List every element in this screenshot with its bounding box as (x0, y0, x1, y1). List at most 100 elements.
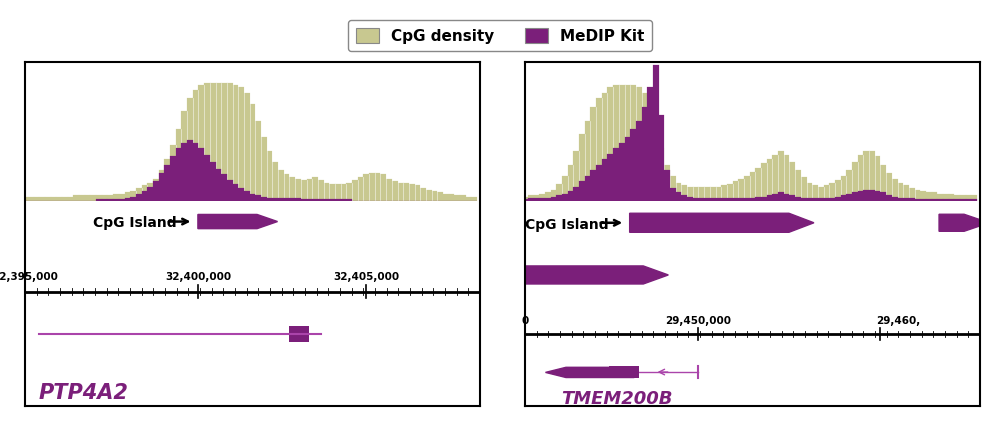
Bar (937, 199, 943, 201)
Bar (153, 178, 159, 201)
Bar (221, 83, 227, 201)
FancyArrow shape (525, 266, 668, 284)
Bar (841, 195, 846, 201)
Bar (398, 183, 403, 201)
Text: TMEM200B: TMEM200B (561, 390, 673, 408)
Bar (636, 87, 642, 201)
Bar (960, 195, 966, 201)
Bar (107, 195, 113, 201)
Text: 0: 0 (521, 316, 529, 326)
Bar (704, 187, 710, 201)
Bar (341, 184, 346, 201)
Bar (409, 184, 415, 201)
Bar (147, 187, 153, 201)
Bar (562, 194, 568, 201)
Bar (590, 170, 596, 201)
Bar (835, 180, 841, 201)
Bar (278, 198, 284, 201)
Bar (437, 192, 443, 201)
Bar (625, 85, 630, 201)
Bar (534, 198, 539, 201)
Bar (415, 186, 420, 201)
Bar (545, 192, 551, 201)
Bar (596, 99, 602, 201)
Bar (181, 111, 187, 201)
Bar (210, 83, 216, 201)
Bar (261, 197, 267, 201)
Bar (721, 198, 727, 201)
Bar (56, 197, 62, 201)
Bar (272, 198, 278, 201)
Bar (130, 197, 136, 201)
Bar (136, 194, 142, 201)
Bar (772, 194, 778, 201)
Bar (932, 192, 937, 201)
Bar (142, 191, 147, 201)
Bar (653, 129, 659, 201)
Bar (119, 194, 125, 201)
Bar (341, 199, 346, 201)
FancyArrow shape (198, 215, 278, 229)
Bar (716, 198, 721, 201)
Bar (812, 198, 818, 201)
Bar (113, 194, 119, 201)
Bar (204, 83, 210, 201)
Bar (954, 195, 960, 201)
Bar (943, 194, 949, 201)
Bar (789, 162, 795, 201)
Bar (284, 174, 289, 201)
Bar (255, 195, 261, 201)
Bar (585, 176, 590, 201)
Bar (738, 198, 744, 201)
Bar (107, 199, 113, 201)
Bar (909, 198, 915, 201)
Bar (915, 190, 920, 201)
Bar (528, 195, 534, 201)
Bar (545, 198, 551, 201)
Bar (858, 155, 863, 201)
Bar (244, 93, 250, 201)
Bar (244, 191, 250, 201)
Bar (284, 198, 289, 201)
Bar (807, 198, 812, 201)
Bar (949, 199, 954, 201)
Bar (807, 183, 812, 201)
Bar (778, 192, 784, 201)
Bar (841, 176, 846, 201)
Bar (898, 198, 903, 201)
Text: 29,460,: 29,460, (876, 316, 920, 326)
Bar (721, 186, 727, 201)
Bar (818, 187, 824, 201)
Bar (96, 195, 102, 201)
Bar (698, 198, 704, 201)
Bar (954, 199, 960, 201)
Bar (142, 186, 147, 201)
Bar (335, 199, 341, 201)
Bar (937, 194, 943, 201)
Bar (750, 198, 755, 201)
Bar (795, 197, 801, 201)
Bar (522, 199, 528, 201)
Bar (45, 197, 51, 201)
Bar (647, 107, 653, 201)
Bar (579, 182, 585, 201)
Bar (539, 198, 545, 201)
Bar (778, 151, 784, 201)
Bar (602, 159, 607, 201)
Bar (335, 184, 341, 201)
Bar (681, 186, 687, 201)
Bar (147, 183, 153, 201)
Bar (858, 191, 863, 201)
Bar (846, 170, 852, 201)
Bar (403, 183, 409, 201)
Bar (176, 129, 181, 201)
Bar (744, 176, 750, 201)
Bar (522, 197, 528, 201)
Bar (380, 174, 386, 201)
Bar (443, 194, 449, 201)
Bar (613, 85, 619, 201)
Bar (943, 199, 949, 201)
Bar (198, 148, 204, 201)
Bar (204, 155, 210, 201)
Bar (670, 176, 676, 201)
